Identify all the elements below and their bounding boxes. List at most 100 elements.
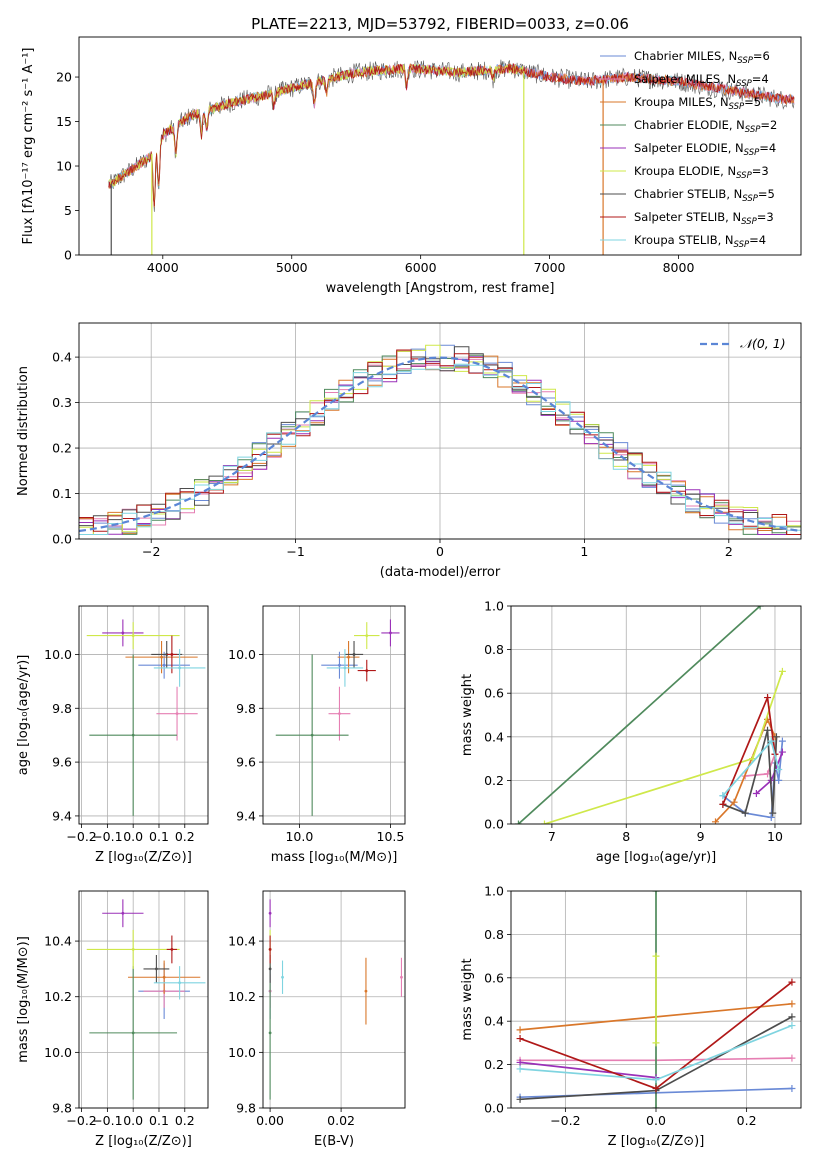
spectrum-series-salpeter_stelib (108, 63, 795, 207)
age_vs_mass-panel: 10.0 10.5 9.4 9.6 9.8 10.0 mass [log₁₀(M/M⊙)] (228, 605, 406, 865)
x-tick-label: −2 (142, 544, 160, 559)
weight-marker-chabrier_stelib (516, 1095, 524, 1103)
weight_vs_age-panel: 7 8 9 10 0.0 0.2 0.4 0.6 0.8 1.0 age [log₁₀(age/yr… (460, 599, 802, 865)
weight-marker-salpeter_miles (788, 1054, 796, 1062)
legend-label-salpeter_elodie: Salpeter ELODIE, NSSP=4 (634, 141, 776, 158)
mass_vs_ebv-plot-area (268, 899, 403, 1100)
legend-label-salpeter_miles: Salpeter MILES, NSSP=4 (634, 72, 769, 89)
x-tick-label: 10.0 (285, 829, 313, 844)
point-salpeter_elodie (389, 631, 392, 635)
legend-label-sub: SSP (744, 148, 760, 158)
x-tick-label: 0.2 (175, 829, 195, 844)
y-tick-label: 1.0 (484, 884, 504, 899)
legend-label-n: =3 (752, 164, 769, 178)
weight-marker-kroupa_stelib (788, 1022, 796, 1030)
y-tick-label: 0.2 (484, 773, 504, 788)
y-tick-label: 9.4 (52, 808, 72, 823)
x-axis-label: age [log₁₀(age/yr)] (596, 850, 717, 865)
legend-label-sub: SSP (745, 125, 761, 135)
mass_vs_Z-plot-area (86, 899, 206, 1100)
histogram-series-kroupa_elodie (79, 344, 801, 535)
y-tick-label: 9.8 (52, 1101, 72, 1116)
y-axis-label: mass weight (460, 674, 475, 756)
legend-label-text: Kroupa STELIB, N (634, 233, 734, 247)
legend-label-sub: SSP (741, 217, 757, 227)
point-kroupa_miles (364, 989, 368, 993)
y-tick-label: 10.2 (228, 989, 256, 1004)
figure-title: PLATE=2213, MJD=53792, FIBERID=0033, z=0… (251, 15, 629, 33)
y-tick-label: 0.4 (484, 729, 504, 744)
x-tick-label: 1 (580, 544, 588, 559)
weight-marker-kroupa_stelib (767, 737, 775, 745)
y-tick-label: 0.2 (52, 441, 72, 456)
weight-marker-salpeter_stelib (652, 1084, 660, 1092)
x-tick-label: 0 (436, 544, 444, 559)
legend-label-normal: 𝒩(0, 1) (740, 336, 786, 351)
point-salpeter_elodie (121, 911, 125, 915)
x-tick-label: −0.2 (550, 1113, 580, 1128)
weight-marker-chabrier_elodie (514, 820, 522, 824)
legend-label-salpeter_stelib: Salpeter STELIB, NSSP=3 (634, 210, 774, 227)
y-tick-label: 5 (64, 203, 72, 218)
point-salpeter_elodie (121, 631, 125, 635)
legend-label-n: =4 (749, 233, 766, 247)
residual_histogram-plot-area (79, 344, 801, 535)
point-chabrier_miles (162, 663, 166, 667)
point-salpeter_stelib (170, 948, 174, 951)
axes-frame (262, 605, 406, 825)
legend-label-text: Chabrier STELIB, N (634, 187, 742, 201)
y-tick-label: 10.2 (44, 989, 72, 1004)
weight-marker-chabrier_miles (778, 737, 786, 745)
y-tick-label: 10.4 (44, 934, 72, 949)
weight-marker-chabrier_stelib (764, 726, 772, 734)
weight-marker-kroupa_stelib (775, 766, 783, 773)
y-axis-label: age [log₁₀(age/yr)] (16, 655, 31, 776)
weight-marker-kroupa_miles (516, 1026, 524, 1034)
weight-marker-salpeter_stelib (516, 1035, 524, 1043)
weight-marker-chabrier_miles (775, 776, 783, 784)
y-axis-label: Normed distribution (16, 366, 31, 496)
point-kroupa_miles (160, 655, 163, 659)
weight-marker-chabrier_stelib (741, 809, 749, 817)
legend-label-text: Salpeter ELODIE, N (634, 141, 744, 155)
x-tick-label: 7 (548, 829, 556, 844)
weight-marker-kroupa_elodie (652, 952, 660, 960)
weight-marker-salpeter_stelib (788, 978, 796, 986)
legend-label-text: Kroupa MILES, N (634, 95, 729, 109)
mass_vs_Z-panel: −0.2−0.1 0.0 0.1 0.2 9.8 10.0 10.2 10.4 Z [log₁₀… (16, 890, 209, 1149)
x-tick-label: 7000 (534, 260, 566, 275)
weight-marker-salpeter_stelib (719, 800, 727, 808)
point-chabrier_stelib (155, 967, 158, 971)
y-tick-label: 0.2 (484, 1057, 504, 1072)
weight-marker-chabrier_stelib (772, 733, 780, 741)
point-kroupa_elodie (131, 634, 135, 638)
legend-label-text: Chabrier MILES, N (634, 49, 737, 63)
y-tick-label: 9.6 (236, 755, 256, 770)
axes-frame (262, 890, 406, 1109)
weight-series-chabrier_elodie (517, 606, 761, 824)
y-tick-label: 10.0 (44, 647, 72, 662)
point-chabrier_stelib (268, 967, 272, 971)
axes-frame (78, 890, 209, 1109)
point-salpeter_miles (338, 712, 341, 716)
y-tick-label: 20 (56, 70, 72, 85)
point-kroupa_miles (347, 655, 350, 659)
x-tick-label: 2 (725, 544, 733, 559)
legend-label-sub: SSP (734, 240, 750, 250)
y-tick-label: 0.1 (52, 486, 72, 501)
x-tick-label: 0.2 (737, 1113, 757, 1128)
weight-marker-kroupa_miles (730, 798, 738, 806)
x-axis-label: (data-model)/error (380, 565, 501, 580)
x-axis-label: E(B-V) (314, 1134, 354, 1149)
weight_vs_Z-panel: −0.2 0.0 0.2 0.0 0.2 0.4 0.6 0.8 1.0 Z [log₁₀(Z/Z… (460, 884, 802, 1149)
y-axis-label: mass weight (460, 958, 475, 1040)
weight-marker-kroupa_elodie (652, 1039, 660, 1047)
weight-marker-salpeter_elodie (516, 1058, 524, 1066)
x-tick-label: −0.1 (92, 1113, 122, 1128)
y-tick-label: 10.0 (228, 1045, 256, 1060)
y-tick-label: 1.0 (484, 599, 504, 614)
residual_histogram-panel: −2 −1 0 1 2 0.0 0.1 0.2 0.3 0.4 (data-model)/error… (16, 322, 802, 580)
point-salpeter_miles (400, 975, 403, 979)
point-chabrier_stelib (352, 653, 356, 656)
